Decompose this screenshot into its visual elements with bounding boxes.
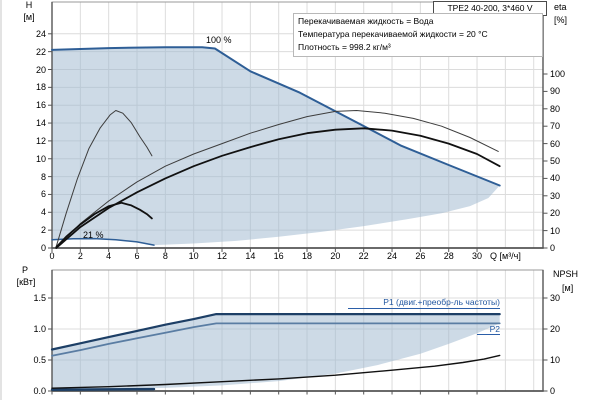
q-tick-label: 26 bbox=[415, 251, 426, 261]
eta-tick-label: 20 bbox=[550, 208, 561, 219]
p-tick-label: 0.0 bbox=[33, 386, 46, 396]
eta-axis-label: eta bbox=[554, 2, 567, 12]
speed-100-label: 100 % bbox=[206, 35, 232, 45]
eta-tick-label: 40 bbox=[550, 173, 561, 184]
fluid-info-box: Перекачиваемая жидкость = Вода Температу… bbox=[293, 13, 543, 57]
h-tick-label: 6 bbox=[40, 189, 46, 200]
h-tick-label: 10 bbox=[35, 153, 46, 164]
fluid-info-line: Плотность = 998.2 кг/м³ bbox=[298, 42, 391, 52]
p2-curve-label: P2 bbox=[477, 324, 500, 335]
h-tick-label: 2 bbox=[40, 225, 46, 236]
eta-tick-label: 70 bbox=[550, 121, 561, 132]
eta-tick-label: 60 bbox=[550, 138, 561, 149]
q-tick-label: 24 bbox=[387, 251, 398, 261]
q-tick-label: 28 bbox=[443, 251, 454, 261]
eta-axis-unit: [%] bbox=[554, 15, 568, 25]
eta-tick-label: 0 bbox=[550, 243, 556, 253]
q-tick-label: 16 bbox=[273, 251, 284, 261]
h-tick-label: 20 bbox=[35, 64, 46, 75]
h-tick-label: 22 bbox=[35, 46, 46, 57]
q-tick-label: 8 bbox=[162, 251, 168, 261]
q-tick-label: 2 bbox=[77, 251, 83, 261]
fluid-info-line: Перекачиваемая жидкость = Вода bbox=[298, 16, 434, 26]
h-tick-label: 0 bbox=[40, 243, 46, 253]
h-tick-label: 8 bbox=[40, 171, 46, 182]
h-tick-label: 24 bbox=[35, 28, 46, 39]
h-tick-label: 18 bbox=[35, 82, 46, 93]
q-tick-label: 18 bbox=[302, 251, 313, 261]
q-tick-label: 14 bbox=[245, 251, 256, 261]
h-axis-unit: [м] bbox=[23, 12, 35, 22]
h-tick-label: 12 bbox=[35, 135, 46, 146]
eta-tick-label: 100 bbox=[550, 69, 566, 79]
p-axis-label: P bbox=[21, 265, 28, 275]
npsh-axis-unit: [м] bbox=[562, 283, 574, 293]
h-axis-label: H bbox=[25, 0, 33, 10]
npsh-tick-label: 10 bbox=[550, 355, 561, 365]
npsh-axis-label: NPSH bbox=[553, 269, 579, 279]
npsh-tick-label: 0 bbox=[550, 386, 556, 396]
p1-curve-label: P1 (двиг.+преобр-ль частоты) bbox=[348, 296, 500, 309]
p-tick-label: 0.5 bbox=[33, 355, 46, 365]
speed-21-label: 21 % bbox=[83, 230, 104, 240]
npsh-tick-label: 30 bbox=[550, 293, 561, 303]
h-tick-label: 16 bbox=[35, 100, 46, 111]
q-axis-label: Q [м³/ч] bbox=[490, 251, 521, 261]
h-tick-label: 14 bbox=[35, 118, 46, 129]
q-tick-label: 20 bbox=[330, 251, 341, 261]
q-tick-label: 30 bbox=[472, 251, 483, 261]
q-tick-label: 6 bbox=[134, 251, 140, 261]
p-tick-label: 1.0 bbox=[33, 324, 46, 334]
p-axis-unit: [кВт] bbox=[16, 277, 36, 287]
q-tick-label: 10 bbox=[188, 251, 199, 261]
p-tick-label: 1.5 bbox=[33, 293, 46, 303]
fluid-info-line: Температура перекачиваемой жидкости = 20… bbox=[298, 29, 488, 39]
q-tick-label: 4 bbox=[106, 251, 112, 261]
q-tick-label: 22 bbox=[358, 251, 369, 261]
eta-tick-label: 30 bbox=[550, 190, 561, 201]
eta-tick-label: 80 bbox=[550, 103, 561, 114]
npsh-tick-label: 20 bbox=[550, 324, 561, 334]
q-tick-label: 0 bbox=[49, 251, 55, 261]
eta-tick-label: 90 bbox=[550, 86, 561, 97]
eta-tick-label: 10 bbox=[550, 225, 561, 236]
q-tick-label: 12 bbox=[217, 251, 228, 261]
h-tick-label: 4 bbox=[40, 207, 46, 218]
eta-tick-label: 50 bbox=[550, 156, 561, 166]
